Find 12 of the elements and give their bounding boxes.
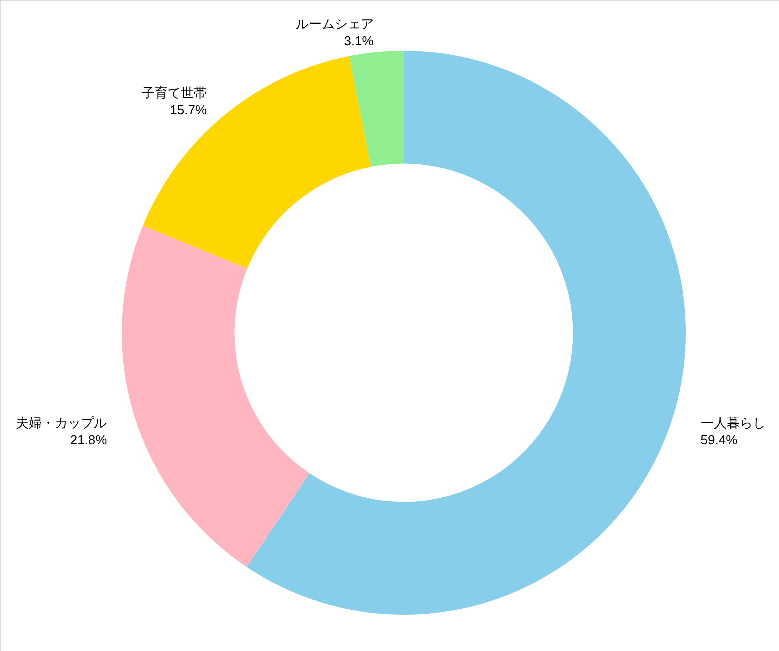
slice-label: 子育て世帯 (142, 85, 208, 100)
data-label: 59.4% (700, 432, 738, 448)
data-label: 15.7% (170, 102, 208, 118)
data-label: 21.8% (70, 432, 108, 448)
slice-label: 一人暮らし (700, 415, 766, 430)
donut-slice (122, 226, 310, 568)
donut-slice (349, 51, 404, 167)
data-label: 3.1% (344, 33, 374, 48)
slice-label: ルームシェア (296, 16, 374, 32)
donut-slice (246, 51, 686, 615)
slice-label: 夫婦・カップル (16, 415, 108, 430)
donut-slice (143, 56, 372, 269)
